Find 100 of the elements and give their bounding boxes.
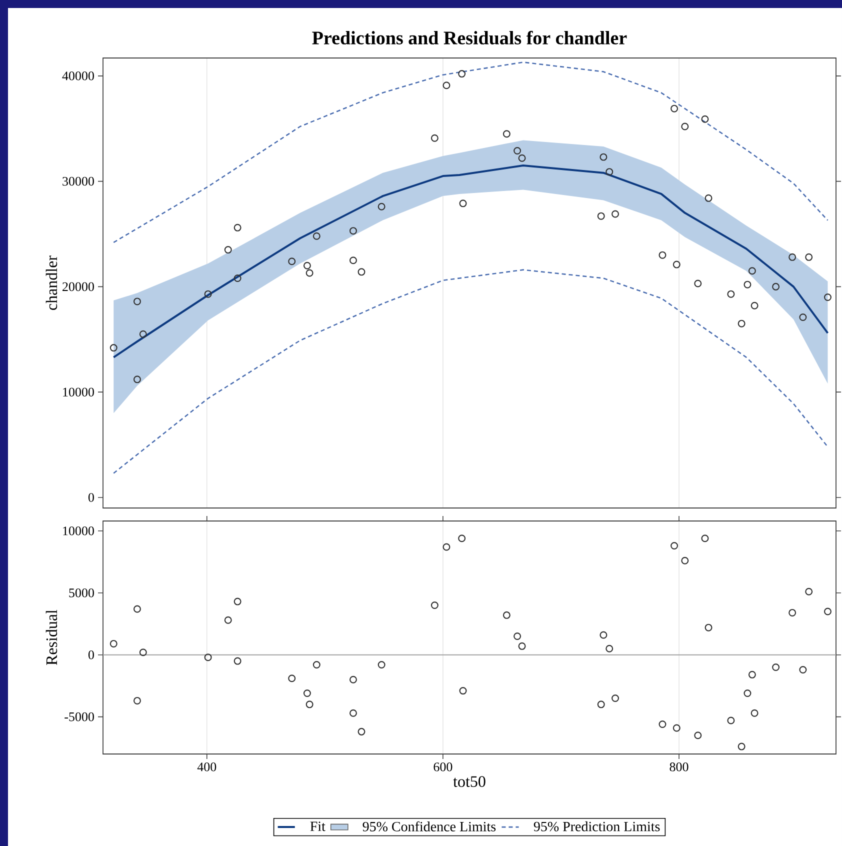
point xyxy=(694,732,702,740)
point xyxy=(600,631,608,639)
point xyxy=(681,556,689,564)
point xyxy=(701,534,709,542)
point xyxy=(799,314,807,321)
point xyxy=(378,661,386,669)
point xyxy=(670,542,678,550)
x-tick-label: 600 xyxy=(434,762,452,772)
point xyxy=(805,253,813,261)
x-tick-label: 400 xyxy=(197,762,216,772)
point xyxy=(514,632,522,640)
point xyxy=(458,534,466,542)
chart-title: Predictions and Residuals for chandler xyxy=(312,30,627,44)
point xyxy=(349,256,357,264)
point xyxy=(224,616,232,624)
y-axis-title: Residual xyxy=(46,610,58,666)
point xyxy=(738,742,746,750)
point xyxy=(358,268,366,276)
point xyxy=(597,212,605,220)
point xyxy=(288,258,296,266)
point xyxy=(658,251,666,259)
point xyxy=(312,661,320,669)
point xyxy=(750,709,758,717)
point xyxy=(670,104,678,112)
y-tick-label: 5000 xyxy=(69,588,94,598)
legend-label: 95% Confidence Limits xyxy=(362,821,496,832)
point xyxy=(658,720,666,728)
point xyxy=(514,146,522,154)
point xyxy=(349,709,357,717)
point xyxy=(133,298,141,306)
point xyxy=(672,260,680,268)
line-series xyxy=(112,62,828,244)
point xyxy=(738,320,746,328)
point xyxy=(224,246,232,254)
point xyxy=(772,282,780,290)
point xyxy=(772,663,780,671)
point xyxy=(744,280,752,288)
y-axis-title: chandler xyxy=(46,256,58,310)
point xyxy=(694,280,702,288)
point xyxy=(824,608,832,616)
y-tick-label: 10000 xyxy=(63,526,94,536)
point xyxy=(518,154,526,162)
point xyxy=(701,115,709,123)
point xyxy=(133,376,141,384)
point xyxy=(459,200,467,208)
y-tick-label: 40000 xyxy=(62,72,94,80)
y-tick-label: -5000 xyxy=(64,712,94,722)
point xyxy=(502,130,510,138)
point xyxy=(597,700,605,708)
point xyxy=(234,224,242,232)
point xyxy=(744,690,752,698)
point xyxy=(378,202,386,210)
line-series xyxy=(112,164,829,358)
point xyxy=(110,640,118,648)
point xyxy=(750,302,758,310)
point xyxy=(704,624,712,632)
point xyxy=(133,696,141,704)
y-tick-label: 0 xyxy=(88,650,94,660)
point xyxy=(727,290,735,298)
point xyxy=(518,642,526,650)
point xyxy=(612,694,620,702)
point xyxy=(430,134,438,142)
point xyxy=(234,274,242,282)
point xyxy=(234,598,242,606)
point xyxy=(727,716,735,724)
point xyxy=(358,728,366,736)
point xyxy=(805,588,813,596)
point xyxy=(349,227,357,235)
point xyxy=(748,267,756,275)
y-tick-label: 30000 xyxy=(62,176,94,186)
legend-label: Fit xyxy=(310,822,326,832)
point xyxy=(303,262,311,270)
point xyxy=(502,611,510,619)
point xyxy=(110,344,118,352)
point xyxy=(430,602,438,610)
point xyxy=(303,690,311,698)
point xyxy=(458,70,466,78)
point xyxy=(672,724,680,732)
point xyxy=(681,122,689,130)
point xyxy=(824,293,832,301)
point xyxy=(606,644,614,652)
point xyxy=(459,687,467,695)
point xyxy=(204,290,212,298)
point xyxy=(288,674,296,682)
point xyxy=(788,253,796,261)
point xyxy=(312,232,320,240)
y-tick-label: 0 xyxy=(88,493,94,502)
y-tick-label: 10000 xyxy=(63,388,94,396)
point xyxy=(306,269,314,277)
point xyxy=(788,608,796,616)
point xyxy=(612,210,620,218)
point xyxy=(139,330,147,338)
point xyxy=(600,153,608,161)
point xyxy=(349,676,357,684)
point xyxy=(606,168,614,176)
x-axis-title: tot50 xyxy=(453,776,486,787)
point xyxy=(442,82,450,90)
point xyxy=(799,666,807,674)
y-tick-label: 20000 xyxy=(62,282,94,292)
point xyxy=(306,700,314,708)
